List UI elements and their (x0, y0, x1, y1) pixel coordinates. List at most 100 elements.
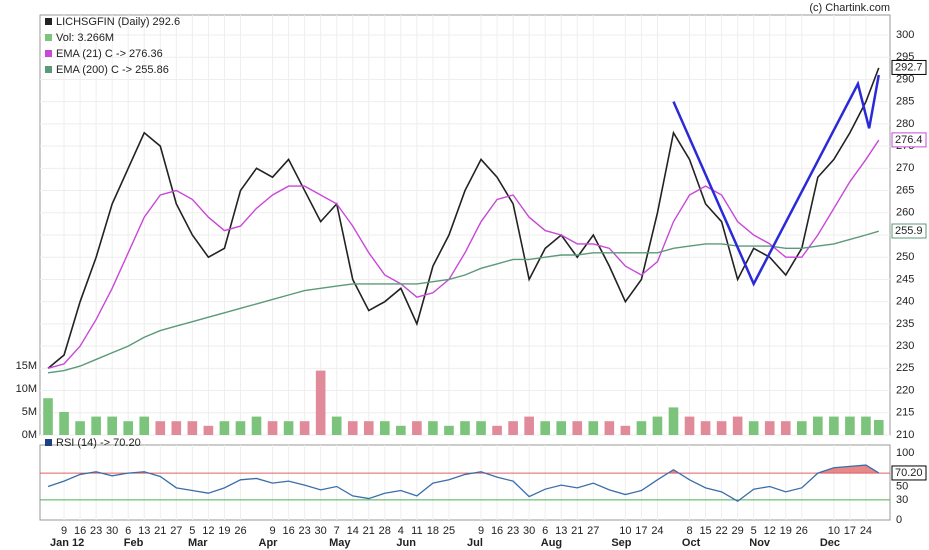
x-tick-label: 16 (282, 525, 294, 537)
volume-bar (235, 421, 246, 435)
volume-bar (700, 421, 711, 435)
x-tick-label: 10 (828, 525, 840, 537)
price-tag-box (891, 132, 927, 148)
y-tick-label: 215 (896, 407, 914, 419)
x-tick-label: 30 (106, 525, 118, 537)
volume-bar (652, 416, 663, 435)
volume-bar (668, 407, 679, 435)
volume-bar (588, 421, 599, 435)
volume-bar (508, 421, 518, 435)
volume-bar (347, 421, 358, 435)
month-label: Sep (611, 537, 631, 549)
x-tick-label: 5 (751, 525, 757, 537)
x-tick-label: 4 (398, 525, 404, 537)
y-tick-label: 235 (896, 318, 914, 330)
price-tag: 255.9 (895, 225, 923, 237)
volume-bar (396, 425, 406, 435)
legend-label: EMA (200) C -> 255.86 (56, 64, 169, 76)
y-tick-label: 270 (896, 162, 914, 174)
y2-tick-label: 15M (16, 360, 37, 372)
volume-bar (155, 421, 166, 435)
x-tick-label: 8 (686, 525, 692, 537)
volume-bar (732, 416, 743, 435)
legend-swatch (45, 50, 52, 57)
x-tick-label: 21 (363, 525, 375, 537)
x-tick-label: 12 (764, 525, 776, 537)
volume-bar (796, 421, 807, 435)
volume-bar (267, 421, 278, 435)
rsi-tag-box (891, 465, 927, 481)
x-tick-label: 30 (315, 525, 327, 537)
x-tick-label: 9 (478, 525, 484, 537)
volume-bar (845, 416, 855, 435)
y-tick-label: 245 (896, 273, 914, 285)
pattern-line (672, 74, 881, 287)
volume-bar (203, 425, 214, 435)
month-label: Jul (467, 537, 483, 549)
volume-bar (251, 416, 262, 435)
y-tick-label: 225 (896, 362, 914, 374)
x-tick-label: 21 (571, 525, 583, 537)
x-tick-label: 9 (269, 525, 275, 537)
month-label: Oct (682, 537, 701, 549)
x-tick-label: 13 (555, 525, 567, 537)
rsi-panel (39, 444, 891, 521)
y-tick-label: 290 (896, 73, 914, 85)
x-tick-label: 16 (74, 525, 86, 537)
volume-bar (764, 421, 775, 435)
volume-bar (572, 421, 583, 435)
legend-label: RSI (14) -> 70.20 (56, 437, 141, 449)
x-tick-label: 6 (542, 525, 548, 537)
price-tag: 276.4 (895, 134, 923, 146)
y-tick-label: 210 (896, 429, 914, 441)
x-tick-label: 15 (699, 525, 711, 537)
price-line (47, 67, 880, 369)
x-tick-label: 19 (218, 525, 230, 537)
volume-bar (412, 421, 422, 435)
x-tick-label: 23 (90, 525, 102, 537)
volume-bar (829, 416, 839, 435)
x-tick-label: 12 (202, 525, 214, 537)
y-tick-label: 250 (896, 251, 914, 263)
x-tick-label: 23 (298, 525, 310, 537)
y-tick-label: 220 (896, 384, 914, 396)
volume-bar (684, 416, 695, 435)
y-tick-label: 230 (896, 340, 914, 352)
month-label: Aug (541, 537, 562, 549)
x-tick-label: 26 (796, 525, 808, 537)
x-tick-label: 27 (170, 525, 182, 537)
volume-bar (187, 421, 198, 435)
volume-bar (331, 416, 342, 435)
x-tick-label: 24 (860, 525, 872, 537)
x-tick-label: 18 (427, 525, 439, 537)
price-tag-box (891, 59, 927, 75)
legend-swatch (45, 34, 52, 41)
y2-tick-label: 10M (16, 383, 37, 395)
x-tick-label: 10 (619, 525, 631, 537)
x-tick-label: 13 (138, 525, 150, 537)
volume-bar (524, 416, 534, 435)
month-label: Nov (749, 537, 771, 549)
legend-label: EMA (21) C -> 276.36 (56, 48, 163, 60)
x-tick-label: 19 (780, 525, 792, 537)
volume-bar (315, 370, 326, 435)
volume-bar (299, 421, 310, 435)
x-tick-label: 6 (125, 525, 131, 537)
volume-bar (428, 421, 438, 435)
volume-bar (444, 425, 454, 435)
volume-bar (861, 416, 871, 435)
volume-bar (123, 421, 134, 435)
x-tick-label: 17 (844, 525, 856, 537)
volume-bar (171, 421, 182, 435)
volume-bar (460, 421, 470, 435)
x-tick-label: 26 (234, 525, 246, 537)
volume-bar (492, 425, 502, 435)
volume-bar (107, 416, 117, 435)
x-tick-label: 28 (379, 525, 391, 537)
price-line (47, 230, 879, 374)
volume-bar (716, 421, 727, 435)
rsi-tick-label: 0 (896, 514, 902, 526)
x-tick-label: 14 (347, 525, 359, 537)
x-tick-label: 16 (491, 525, 503, 537)
